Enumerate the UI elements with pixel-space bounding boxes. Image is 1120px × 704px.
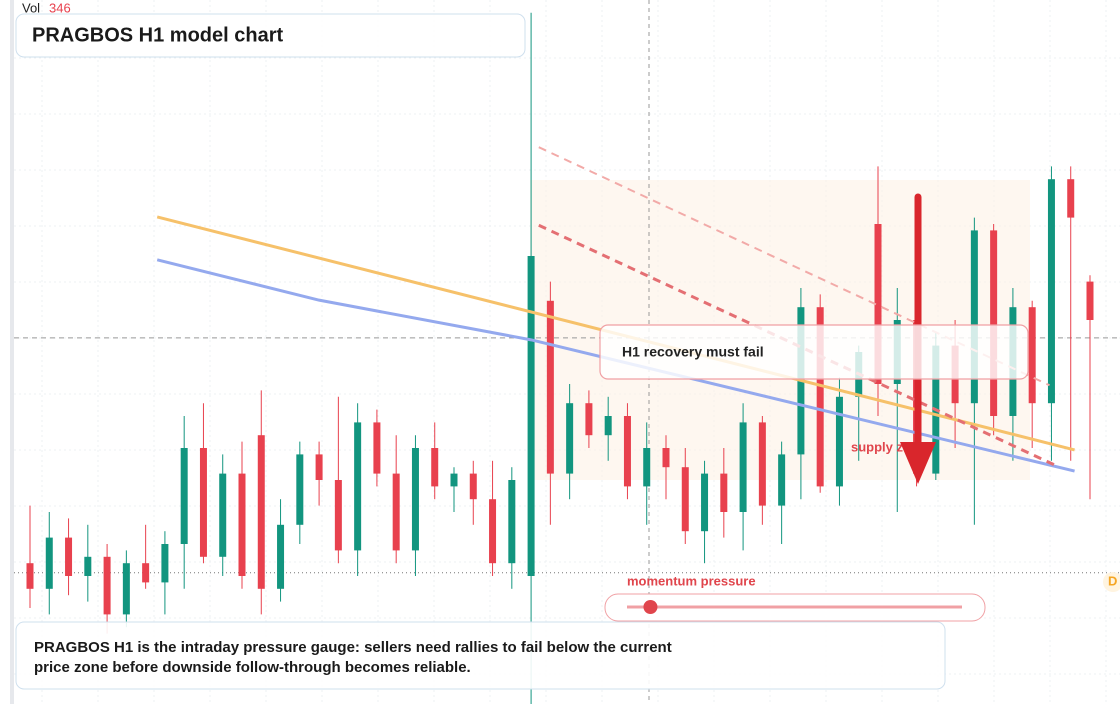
candle-body: [103, 556, 111, 615]
note-box: [15, 621, 946, 690]
candle-body: [546, 300, 554, 474]
candle-body: [508, 480, 516, 564]
callout-text: H1 recovery must fail: [622, 344, 764, 360]
candle-body: [527, 256, 535, 576]
candle-body: [585, 403, 593, 436]
candle-body: [161, 544, 169, 583]
edge-tag: D: [1108, 573, 1117, 588]
candle-body: [431, 448, 439, 487]
note-line: PRAGBOS H1 is the intraday pressure gaug…: [34, 639, 672, 656]
candle-body: [643, 448, 651, 487]
candle-body: [392, 473, 400, 551]
candle-body: [758, 422, 766, 506]
candle-body: [816, 307, 824, 487]
candle-body: [739, 422, 747, 512]
candle-body: [122, 563, 130, 615]
candle-body: [566, 403, 574, 474]
candle-body: [65, 537, 73, 576]
candle-body: [623, 416, 631, 487]
candle-body: [720, 473, 728, 512]
left-strip: [10, 0, 14, 704]
candle-body: [970, 230, 978, 404]
candle-body: [681, 467, 689, 532]
candle-body: [26, 563, 34, 589]
candle-body: [45, 537, 53, 589]
candle-body: [835, 396, 843, 487]
candle-body: [1067, 179, 1075, 218]
volume-value: 346: [49, 0, 71, 15]
candle-body: [874, 224, 882, 384]
note-line: price zone before downside follow-throug…: [34, 659, 471, 676]
candle-body: [1086, 281, 1094, 320]
candle-body: [373, 422, 381, 474]
volume-label: Vol: [22, 0, 40, 15]
chart-title: PRAGBOS H1 model chart: [32, 24, 284, 46]
momentum-knob: [643, 600, 658, 614]
candle-body: [354, 422, 362, 551]
candle-body: [1028, 307, 1036, 404]
candle-body: [489, 499, 497, 564]
candle-body: [604, 416, 612, 436]
candle-body: [778, 454, 786, 506]
candle-body: [84, 556, 92, 576]
title-box: [15, 13, 526, 58]
candle-body: [315, 454, 323, 480]
momentum-label: momentum pressure: [627, 573, 756, 588]
candle-body: [180, 448, 188, 544]
callout-box: [599, 324, 1029, 380]
candle-body: [219, 473, 227, 557]
candle-body: [450, 473, 458, 487]
candle-body: [1047, 179, 1055, 404]
candle-body: [701, 473, 709, 532]
candle-body: [334, 480, 342, 551]
candle-body: [199, 448, 207, 557]
candle-body: [142, 563, 150, 583]
candle-body: [469, 473, 477, 500]
candle-body: [296, 454, 304, 525]
edge-tag-bg: [1103, 572, 1120, 592]
arrow-head: [900, 442, 936, 484]
candle-body: [257, 435, 265, 589]
candle-body: [238, 473, 246, 576]
overlay-line: [156, 258, 1075, 473]
candle-body: [990, 230, 998, 416]
candle-body: [662, 448, 670, 468]
candle-body: [411, 448, 419, 551]
candle-body: [277, 524, 285, 589]
